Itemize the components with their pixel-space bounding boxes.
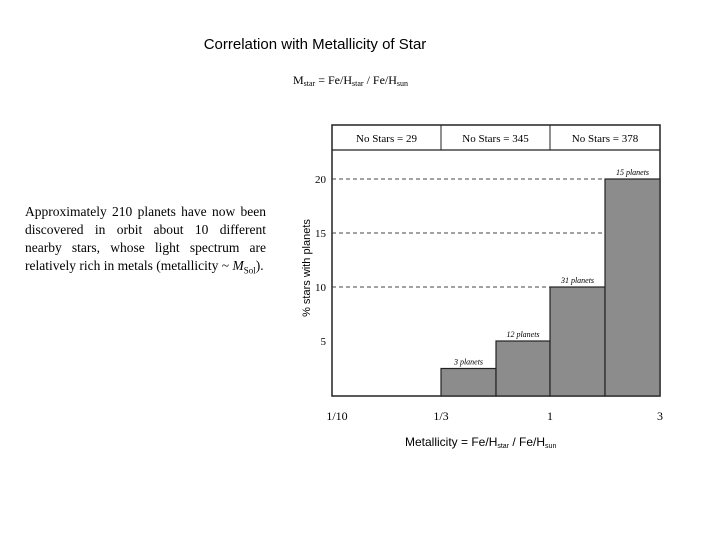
bar-4 <box>604 178 661 397</box>
x-tick-1: 1/10 <box>326 409 347 423</box>
x-tick-3: 1 <box>547 409 553 423</box>
metallicity-formula: Mstar = Fe/Hstar / Fe/Hsun <box>293 73 409 88</box>
bar-label-4: 15 planets <box>616 168 649 177</box>
y-axis-label: % stars with planets <box>301 219 313 317</box>
header-cell-1: No Stars = 29 <box>356 133 417 145</box>
page-title: Correlation with Metallicity of Star <box>203 36 427 53</box>
header-cell-3: No Stars = 378 <box>572 133 639 145</box>
y-tick-10: 10 <box>315 282 327 294</box>
bar-label-1: 3 planets <box>453 358 483 367</box>
y-tick-15: 15 <box>315 228 327 240</box>
bar-3 <box>549 286 606 397</box>
bar-label-2: 12 planets <box>506 330 539 339</box>
y-tick-5: 5 <box>321 336 327 348</box>
header-cell-2: No Stars = 345 <box>462 133 529 145</box>
bar-2 <box>495 340 551 397</box>
bar-1 <box>440 367 497 397</box>
y-tick-20: 20 <box>315 174 327 186</box>
bar-label-3: 31 planets <box>560 276 594 285</box>
x-tick-4: 3 <box>657 409 663 423</box>
description-text: Approximately 210 planets have now been … <box>25 204 266 276</box>
x-axis-label: Metallicity = Fe/Hstar / Fe/Hsun <box>405 435 557 450</box>
x-tick-2: 1/3 <box>433 409 448 423</box>
